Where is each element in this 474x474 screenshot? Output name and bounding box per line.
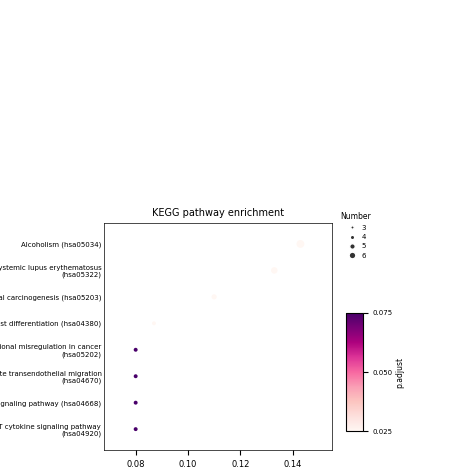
- Point: [297, 240, 304, 248]
- Point: [132, 373, 139, 380]
- Point: [150, 319, 158, 327]
- Point: [210, 293, 218, 301]
- Point: [132, 346, 139, 354]
- Point: [132, 425, 139, 433]
- Point: [132, 399, 139, 407]
- Y-axis label: p.adjust: p.adjust: [395, 356, 404, 388]
- Point: [271, 266, 278, 274]
- Legend: 3, 4, 5, 6: 3, 4, 5, 6: [340, 212, 371, 259]
- Title: KEGG pathway enrichment: KEGG pathway enrichment: [152, 208, 284, 218]
